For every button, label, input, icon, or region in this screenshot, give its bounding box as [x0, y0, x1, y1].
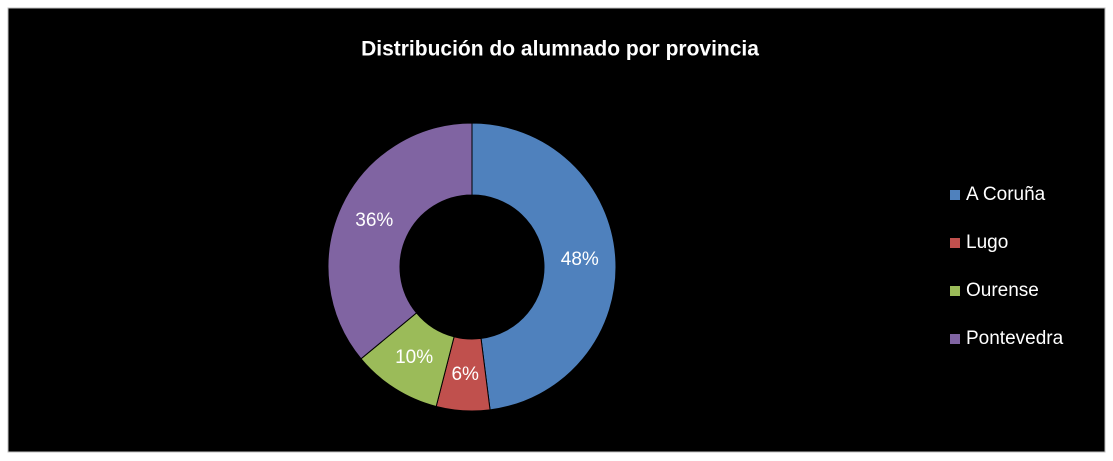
- data-label: 48%: [561, 249, 599, 270]
- legend-label: Pontevedra: [966, 328, 1064, 349]
- data-label: 6%: [451, 364, 479, 385]
- legend-swatch: [950, 286, 960, 296]
- legend-swatch: [950, 238, 960, 248]
- donut-slice: [327, 122, 473, 360]
- data-label: 10%: [395, 347, 433, 368]
- chart-title: Distribución do alumnado por provincia: [361, 38, 759, 61]
- legend-label: Lugo: [966, 232, 1008, 253]
- donut-slice: [471, 122, 617, 411]
- legend-swatch: [950, 334, 960, 344]
- legend-label: Ourense: [966, 280, 1039, 301]
- legend-label: A Coruña: [966, 184, 1046, 205]
- legend-swatch: [950, 190, 960, 200]
- data-label: 36%: [355, 210, 393, 231]
